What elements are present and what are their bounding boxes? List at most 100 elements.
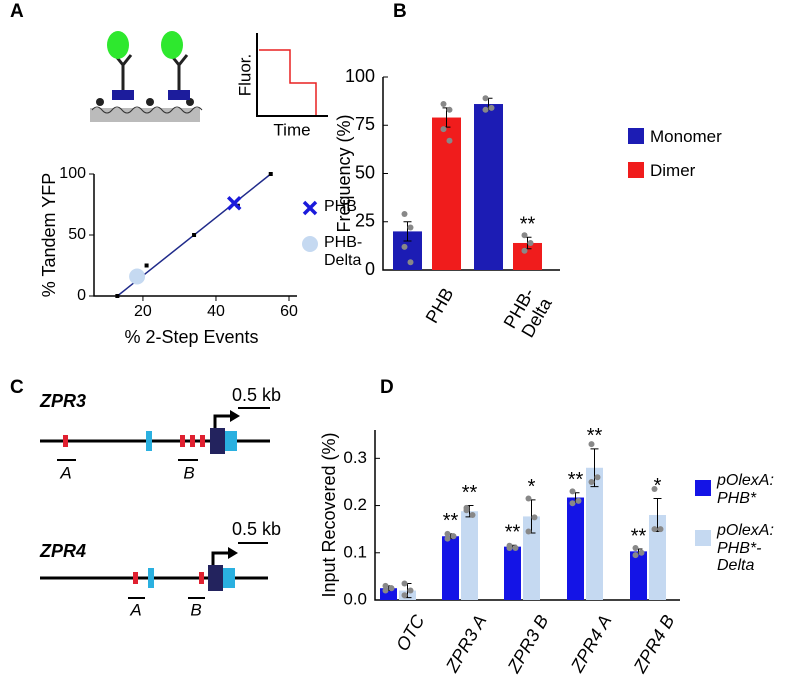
- y-axis-label: Frequency (%): [334, 114, 354, 232]
- site: [63, 435, 68, 447]
- protein: [168, 90, 190, 100]
- exon: [146, 431, 152, 451]
- x-tick-label: 20: [134, 303, 152, 320]
- data-point: [407, 224, 414, 231]
- y-tick-label: 75: [355, 114, 375, 134]
- data-point: [569, 488, 576, 495]
- significance: *: [654, 475, 662, 497]
- region-label: A: [129, 600, 141, 619]
- data-point: [525, 495, 532, 502]
- utr: [208, 565, 223, 591]
- panel-label: B: [393, 1, 407, 22]
- legend-marker: [302, 200, 318, 216]
- y-tick-label: 50: [355, 162, 375, 182]
- site: [190, 435, 195, 447]
- data-point: [440, 126, 447, 133]
- data-point: [531, 514, 538, 521]
- significance: **: [505, 522, 521, 544]
- data-point: [463, 507, 470, 514]
- significance: **: [587, 425, 603, 447]
- data-point: [407, 587, 414, 594]
- data-point: [575, 497, 582, 504]
- legend-swatch: [628, 128, 644, 144]
- utr: [210, 428, 225, 454]
- y-tick-label: 25: [355, 211, 375, 231]
- data-point: [588, 441, 595, 448]
- site: [199, 572, 204, 584]
- y-tick-label: 0: [365, 259, 375, 279]
- scale-label: 0.5 kb: [232, 519, 281, 539]
- legend-label: pOlexA: PHB*-Delta: [717, 522, 774, 575]
- data-point: [488, 104, 495, 111]
- data-point: [506, 545, 513, 552]
- significance: **: [568, 469, 584, 491]
- bar: [523, 516, 540, 600]
- tss-arrow: [213, 414, 232, 428]
- data-point: [382, 587, 389, 594]
- y-tick-label: 100: [59, 165, 86, 182]
- protein: [112, 90, 134, 100]
- bar: [504, 546, 521, 600]
- data-point: [482, 95, 489, 102]
- data-point: [440, 101, 447, 108]
- tss-arrowhead: [228, 547, 238, 559]
- region-label: B: [190, 600, 201, 619]
- anchor: [146, 98, 154, 106]
- bar: [567, 497, 584, 600]
- data-point: [657, 526, 664, 533]
- region-label: B: [183, 463, 194, 482]
- exon: [223, 568, 235, 588]
- data-point: [521, 247, 528, 254]
- legend-marker: [302, 236, 318, 252]
- data-point: [469, 512, 476, 518]
- exon: [225, 431, 237, 451]
- surface-illustration: [90, 31, 203, 122]
- data-point: [446, 106, 453, 113]
- bar: [630, 551, 647, 600]
- panel-label: C: [10, 377, 24, 398]
- trace-xlabel: Time: [273, 120, 310, 139]
- calibration-point: [144, 263, 149, 268]
- legend-label: Dimer: [650, 161, 696, 180]
- data-point: [651, 526, 658, 533]
- legend-swatch: [695, 480, 711, 496]
- panel-label: D: [380, 377, 394, 398]
- exon: [148, 568, 154, 588]
- lipids: [91, 106, 203, 114]
- data-point: [446, 137, 453, 144]
- tss-arrowhead: [230, 410, 240, 422]
- significance: **: [462, 482, 478, 504]
- calibration-point: [268, 172, 273, 176]
- site: [200, 435, 205, 447]
- bar: [432, 117, 461, 270]
- data-point: [594, 474, 601, 481]
- membrane: [90, 108, 200, 122]
- data-point: [482, 106, 489, 113]
- bar: [474, 104, 503, 271]
- data-point: [525, 528, 532, 535]
- y-tick-label: 50: [68, 226, 86, 243]
- calibration-point: [115, 294, 120, 298]
- y-tick-label: 0.1: [343, 542, 367, 561]
- data-point: [632, 545, 639, 552]
- data-point: [388, 585, 395, 592]
- data-point: [401, 243, 408, 250]
- legend-label: PHB: [324, 198, 357, 215]
- x-tick-label: 40: [207, 303, 225, 320]
- significance: **: [520, 213, 536, 235]
- calibration-point: [192, 233, 197, 237]
- trace-axes: [256, 33, 328, 117]
- gene-name: ZPR4: [39, 541, 86, 561]
- data-point: [401, 580, 408, 587]
- panel-label: A: [10, 1, 24, 22]
- gene-model: ZPR3 0.5 kb A B: [39, 385, 281, 483]
- data-point: [444, 530, 451, 537]
- legend-label: Monomer: [650, 127, 722, 146]
- point: [226, 196, 242, 211]
- data-point: [444, 535, 451, 542]
- data-point: [651, 486, 658, 493]
- data-point: [450, 533, 457, 540]
- legend-swatch: [628, 162, 644, 178]
